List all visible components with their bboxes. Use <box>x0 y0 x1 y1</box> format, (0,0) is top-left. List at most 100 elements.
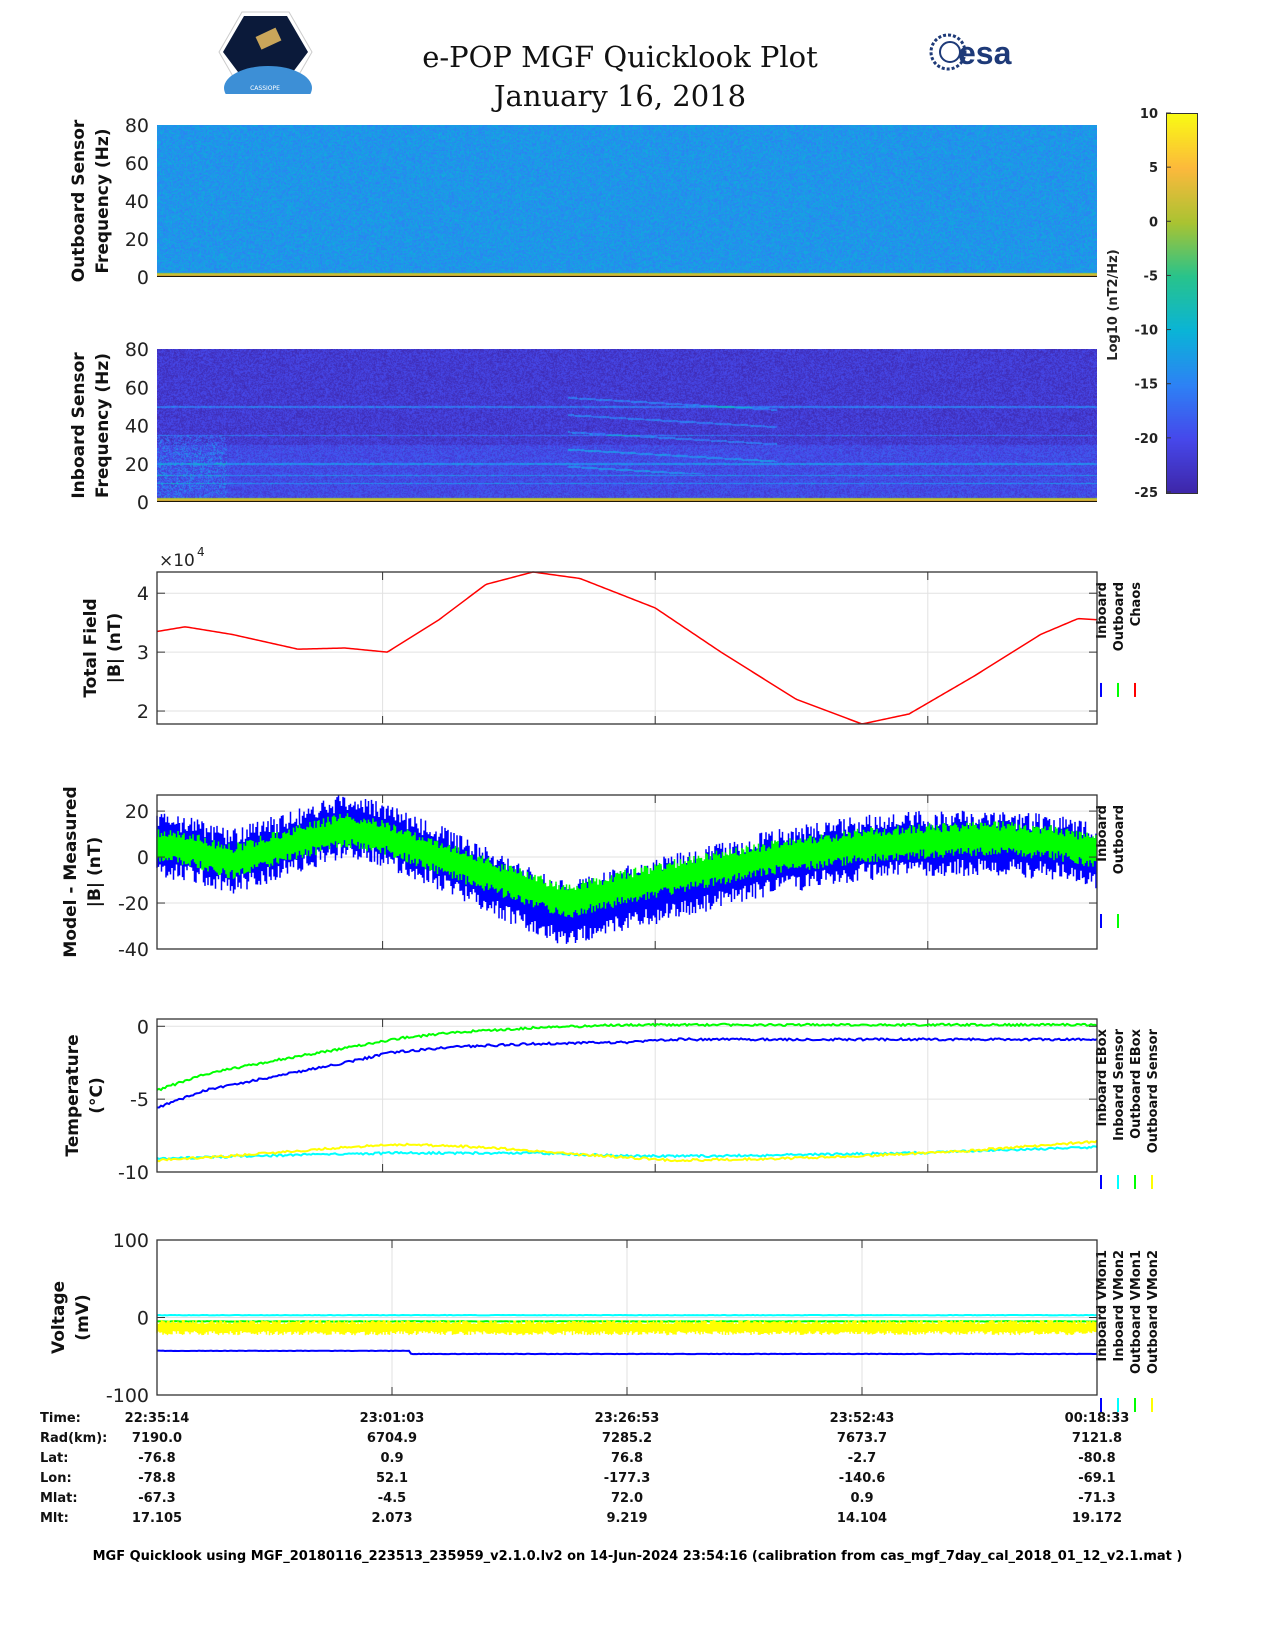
y-tick-label: 20 <box>125 229 149 251</box>
inboard-spectrogram <box>157 349 1097 502</box>
legend-label: Inboard <box>1095 805 1110 862</box>
model-minus-measured-panel: Inboard Outboard 20 0 -20 -40 Model - Measured… <box>61 786 1127 961</box>
colorbar-tick-label: -10 <box>1135 324 1159 339</box>
voltage-panel: Inboard VMon1 Inboard VMon2 Outboard VMon1… <box>49 1230 1161 1412</box>
ephemeris-row-label: Lon: <box>40 1471 72 1486</box>
series-inboard-vmon1 <box>156 1349 1098 1356</box>
ephemeris-cell: -67.3 <box>138 1491 176 1506</box>
title-line-2: January 16, 2018 <box>493 79 747 113</box>
ephemeris-cell: 9.219 <box>606 1511 648 1526</box>
colorbar-tick-label: 0 <box>1149 215 1158 230</box>
colorbar <box>1166 113 1198 494</box>
y-axis-label: Frequency (Hz) <box>93 128 113 273</box>
y-tick-label: -5 <box>130 1089 149 1111</box>
ephemeris-cell: -177.3 <box>603 1471 651 1486</box>
colorbar-tick-label: 10 <box>1140 107 1158 122</box>
ephemeris-cell: -71.3 <box>1078 1491 1116 1506</box>
axes-frame <box>157 125 1097 277</box>
ephemeris-cell: 22:35:14 <box>124 1411 190 1426</box>
temperature-panel: Inboard EBox Inboard Sensor Outboard EBox O… <box>63 1016 1161 1189</box>
axes-frame <box>156 1018 1098 1173</box>
y-tick-label: 20 <box>125 801 149 823</box>
y-tick-label: 40 <box>125 191 149 213</box>
cassiope-logo-text: CASSIOPE <box>250 85 280 92</box>
y-tick-label: 3 <box>137 642 149 664</box>
y-axis-label: Voltage <box>49 1281 69 1354</box>
ephemeris-cell: 0.9 <box>380 1451 404 1466</box>
ephemeris-cell: 23:01:03 <box>359 1411 425 1426</box>
ephemeris-cell: -76.8 <box>138 1451 176 1466</box>
legend-label: Inboard Sensor <box>1112 1028 1127 1140</box>
ephemeris-cell: 76.8 <box>610 1451 644 1466</box>
y-axis-label: (°C) <box>87 1077 107 1114</box>
y-tick-label: 80 <box>125 339 149 361</box>
ephemeris-cell: 0.9 <box>850 1491 874 1506</box>
series-outboard-sensor <box>156 1139 1098 1163</box>
series-outboard-ebox <box>156 1022 1098 1092</box>
colorbar-tick-label: -25 <box>1135 486 1159 501</box>
legend-label: Outboard <box>1112 805 1127 874</box>
ephemeris-cell: 19.172 <box>1071 1511 1123 1526</box>
legend-label: Outboard Sensor <box>1146 1028 1161 1153</box>
y-axis-multiplier-exponent: 4 <box>197 545 205 559</box>
y-axis-label: |B| (nT) <box>105 613 125 684</box>
ephemeris-cell: -140.6 <box>838 1471 886 1486</box>
y-axis-label: |B| (nT) <box>85 837 105 908</box>
ephemeris-cell: 7673.7 <box>836 1431 888 1446</box>
y-axis-label: Total Field <box>81 598 101 697</box>
ephemeris-cell: 72.0 <box>610 1491 644 1506</box>
y-axis-label: Outboard Sensor <box>69 119 89 282</box>
legend-label: Inboard VMon1 <box>1095 1250 1110 1362</box>
plot-title: e-POP MGF Quicklook Plot January 16, 201… <box>370 38 870 116</box>
ephemeris-row-label: Mlat: <box>40 1491 78 1506</box>
y-tick-label: 0 <box>137 1016 149 1038</box>
y-tick-label: 40 <box>125 416 149 438</box>
colorbar-tick-label: 5 <box>1149 161 1158 176</box>
y-axis-multiplier: ×10 <box>159 551 195 571</box>
y-axis-label: Model - Measured <box>61 786 81 957</box>
ephemeris-cell: 6704.9 <box>366 1431 418 1446</box>
y-axis-label: Frequency (Hz) <box>93 353 113 498</box>
y-tick-label: -40 <box>118 939 149 961</box>
legend-label: Inboard VMon2 <box>1112 1250 1127 1362</box>
inboard-spectrogram-panel: 0 20 40 60 80 Inboard Sensor Frequency (Hz) <box>69 339 1097 514</box>
ephemeris-row-label: Time: <box>40 1411 81 1426</box>
ephemeris-cell: 17.105 <box>131 1511 183 1526</box>
y-axis-label: Temperature <box>63 1034 83 1156</box>
cassiope-logo: CASSIOPE <box>218 11 313 94</box>
legend-label: Inboard <box>1095 582 1110 639</box>
y-tick-label: 80 <box>125 115 149 137</box>
y-tick-label: -10 <box>118 1162 149 1184</box>
y-tick-label: 0 <box>137 1308 149 1330</box>
axes-frame <box>156 794 1098 950</box>
series-chaos <box>156 571 1098 725</box>
series-inboard <box>156 795 1097 944</box>
outboard-spectrogram-panel: 0 20 40 60 80 Outboard Sensor Frequency (Hz) <box>69 115 1097 289</box>
ephemeris-cell: -2.7 <box>847 1451 877 1466</box>
y-tick-label: 0 <box>137 492 149 514</box>
legend-label: Inboard EBox <box>1095 1028 1110 1126</box>
y-tick-label: -20 <box>118 893 149 915</box>
legend-label: Outboard EBox <box>1129 1028 1144 1138</box>
ephemeris-cell: 7285.2 <box>601 1431 653 1446</box>
ephemeris-cell: 00:18:33 <box>1064 1411 1130 1426</box>
y-tick-label: 4 <box>137 583 149 605</box>
legend-label: Outboard VMon1 <box>1129 1250 1144 1374</box>
esa-logo-text: esa <box>958 35 1012 71</box>
colorbar-tick-label: -15 <box>1135 378 1159 393</box>
y-tick-label: -100 <box>106 1385 149 1407</box>
axes-frame <box>157 349 1097 502</box>
ephemeris-cell: -80.8 <box>1078 1451 1116 1466</box>
ephemeris-cell: 7190.0 <box>131 1431 183 1446</box>
ephemeris-cell: -69.1 <box>1078 1471 1116 1486</box>
ephemeris-cell: 23:52:43 <box>829 1411 895 1426</box>
ephemeris-cell: 2.073 <box>371 1511 413 1526</box>
ephemeris-cell: 52.1 <box>375 1471 409 1486</box>
legend-label: Outboard <box>1112 582 1127 651</box>
y-tick-label: 100 <box>113 1230 149 1252</box>
y-tick-label: 0 <box>137 847 149 869</box>
legend-label: Outboard VMon2 <box>1146 1250 1161 1374</box>
legend-label: Chaos <box>1129 582 1144 626</box>
